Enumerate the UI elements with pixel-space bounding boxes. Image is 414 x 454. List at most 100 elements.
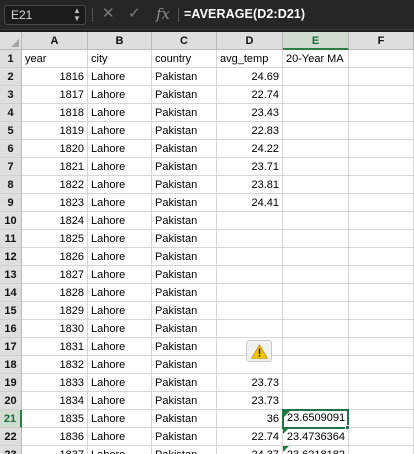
cell-d2[interactable]: 24.69	[217, 68, 283, 86]
cell-a5[interactable]: 1819	[22, 122, 88, 140]
cell-e17[interactable]	[283, 338, 349, 356]
cell-e13[interactable]	[283, 266, 349, 284]
cell-b22[interactable]: Lahore	[88, 428, 152, 446]
cell-a20[interactable]: 1834	[22, 392, 88, 410]
cell-e12[interactable]	[283, 248, 349, 266]
cell-f21[interactable]	[349, 410, 414, 428]
cell-a7[interactable]: 1821	[22, 158, 88, 176]
cell-f11[interactable]	[349, 230, 414, 248]
column-header-e[interactable]: E	[283, 32, 349, 50]
cell-a21[interactable]: 1835	[22, 410, 88, 428]
cell-e3[interactable]	[283, 86, 349, 104]
cell-d11[interactable]	[217, 230, 283, 248]
cell-d5[interactable]: 22.83	[217, 122, 283, 140]
cell-e4[interactable]	[283, 104, 349, 122]
cell-b3[interactable]: Lahore	[88, 86, 152, 104]
cell-b6[interactable]: Lahore	[88, 140, 152, 158]
cell-f10[interactable]	[349, 212, 414, 230]
cell-a11[interactable]: 1825	[22, 230, 88, 248]
cell-a2[interactable]: 1816	[22, 68, 88, 86]
row-header[interactable]: 14	[0, 284, 22, 302]
cell-f8[interactable]	[349, 176, 414, 194]
cell-e23[interactable]: 23.6218182	[283, 446, 349, 454]
cell-c11[interactable]: Pakistan	[152, 230, 217, 248]
cell-c1[interactable]: country	[152, 50, 217, 68]
cell-f14[interactable]	[349, 284, 414, 302]
cell-f4[interactable]	[349, 104, 414, 122]
row-header[interactable]: 8	[0, 176, 22, 194]
cell-e20[interactable]	[283, 392, 349, 410]
column-header-d[interactable]: D	[217, 32, 283, 50]
cell-c16[interactable]: Pakistan	[152, 320, 217, 338]
cell-f1[interactable]	[349, 50, 414, 68]
column-header-b[interactable]: B	[88, 32, 152, 50]
cell-d6[interactable]: 24.22	[217, 140, 283, 158]
cell-d10[interactable]	[217, 212, 283, 230]
cell-e1[interactable]: 20-Year MA	[283, 50, 349, 68]
cell-b5[interactable]: Lahore	[88, 122, 152, 140]
confirm-icon[interactable]: ✓	[128, 5, 141, 22]
cell-a16[interactable]: 1830	[22, 320, 88, 338]
cell-e9[interactable]	[283, 194, 349, 212]
cell-f15[interactable]	[349, 302, 414, 320]
cell-d19[interactable]: 23.73	[217, 374, 283, 392]
cell-d20[interactable]: 23.73	[217, 392, 283, 410]
cell-b14[interactable]: Lahore	[88, 284, 152, 302]
cell-a4[interactable]: 1818	[22, 104, 88, 122]
cell-a1[interactable]: year	[22, 50, 88, 68]
cell-c23[interactable]: Pakistan	[152, 446, 217, 454]
row-header[interactable]: 15	[0, 302, 22, 320]
row-header[interactable]: 18	[0, 356, 22, 374]
cell-b9[interactable]: Lahore	[88, 194, 152, 212]
cell-e10[interactable]	[283, 212, 349, 230]
cell-b17[interactable]: Lahore	[88, 338, 152, 356]
cell-e21[interactable]: 23.6509091	[282, 409, 349, 429]
cell-c9[interactable]: Pakistan	[152, 194, 217, 212]
cell-f12[interactable]	[349, 248, 414, 266]
cell-c2[interactable]: Pakistan	[152, 68, 217, 86]
cell-b18[interactable]: Lahore	[88, 356, 152, 374]
cell-a17[interactable]: 1831	[22, 338, 88, 356]
cell-e5[interactable]	[283, 122, 349, 140]
cell-b8[interactable]: Lahore	[88, 176, 152, 194]
row-header[interactable]: 13	[0, 266, 22, 284]
cell-c17[interactable]: Pakistan	[152, 338, 217, 356]
cell-c14[interactable]: Pakistan	[152, 284, 217, 302]
cell-e6[interactable]	[283, 140, 349, 158]
row-header[interactable]: 12	[0, 248, 22, 266]
cell-d8[interactable]: 23.81	[217, 176, 283, 194]
cell-a18[interactable]: 1832	[22, 356, 88, 374]
cell-c10[interactable]: Pakistan	[152, 212, 217, 230]
row-header[interactable]: 16	[0, 320, 22, 338]
cancel-icon[interactable]: ✕	[102, 5, 115, 22]
cell-a8[interactable]: 1822	[22, 176, 88, 194]
column-header-f[interactable]: F	[349, 32, 414, 50]
cell-d13[interactable]	[217, 266, 283, 284]
cell-d9[interactable]: 24.41	[217, 194, 283, 212]
cell-a9[interactable]: 1823	[22, 194, 88, 212]
cell-c4[interactable]: Pakistan	[152, 104, 217, 122]
cell-f23[interactable]	[349, 446, 414, 454]
cell-a15[interactable]: 1829	[22, 302, 88, 320]
cell-d18[interactable]	[217, 356, 283, 374]
cell-f5[interactable]	[349, 122, 414, 140]
cell-b20[interactable]: Lahore	[88, 392, 152, 410]
row-header[interactable]: 3	[0, 86, 22, 104]
cell-d21[interactable]: 36	[217, 410, 283, 428]
cell-e11[interactable]	[283, 230, 349, 248]
cell-b11[interactable]: Lahore	[88, 230, 152, 248]
cell-c21[interactable]: Pakistan	[152, 410, 217, 428]
cell-d12[interactable]	[217, 248, 283, 266]
cell-e8[interactable]	[283, 176, 349, 194]
select-all-corner[interactable]	[0, 32, 22, 50]
cell-e14[interactable]	[283, 284, 349, 302]
name-box-stepper-icon[interactable]: ▲ ▼	[73, 6, 81, 23]
cell-d22[interactable]: 22.74	[217, 428, 283, 446]
cell-e18[interactable]	[283, 356, 349, 374]
cell-f16[interactable]	[349, 320, 414, 338]
cell-b1[interactable]: city	[88, 50, 152, 68]
cell-b13[interactable]: Lahore	[88, 266, 152, 284]
cell-a13[interactable]: 1827	[22, 266, 88, 284]
column-header-c[interactable]: C	[152, 32, 217, 50]
fill-handle[interactable]	[345, 425, 350, 430]
